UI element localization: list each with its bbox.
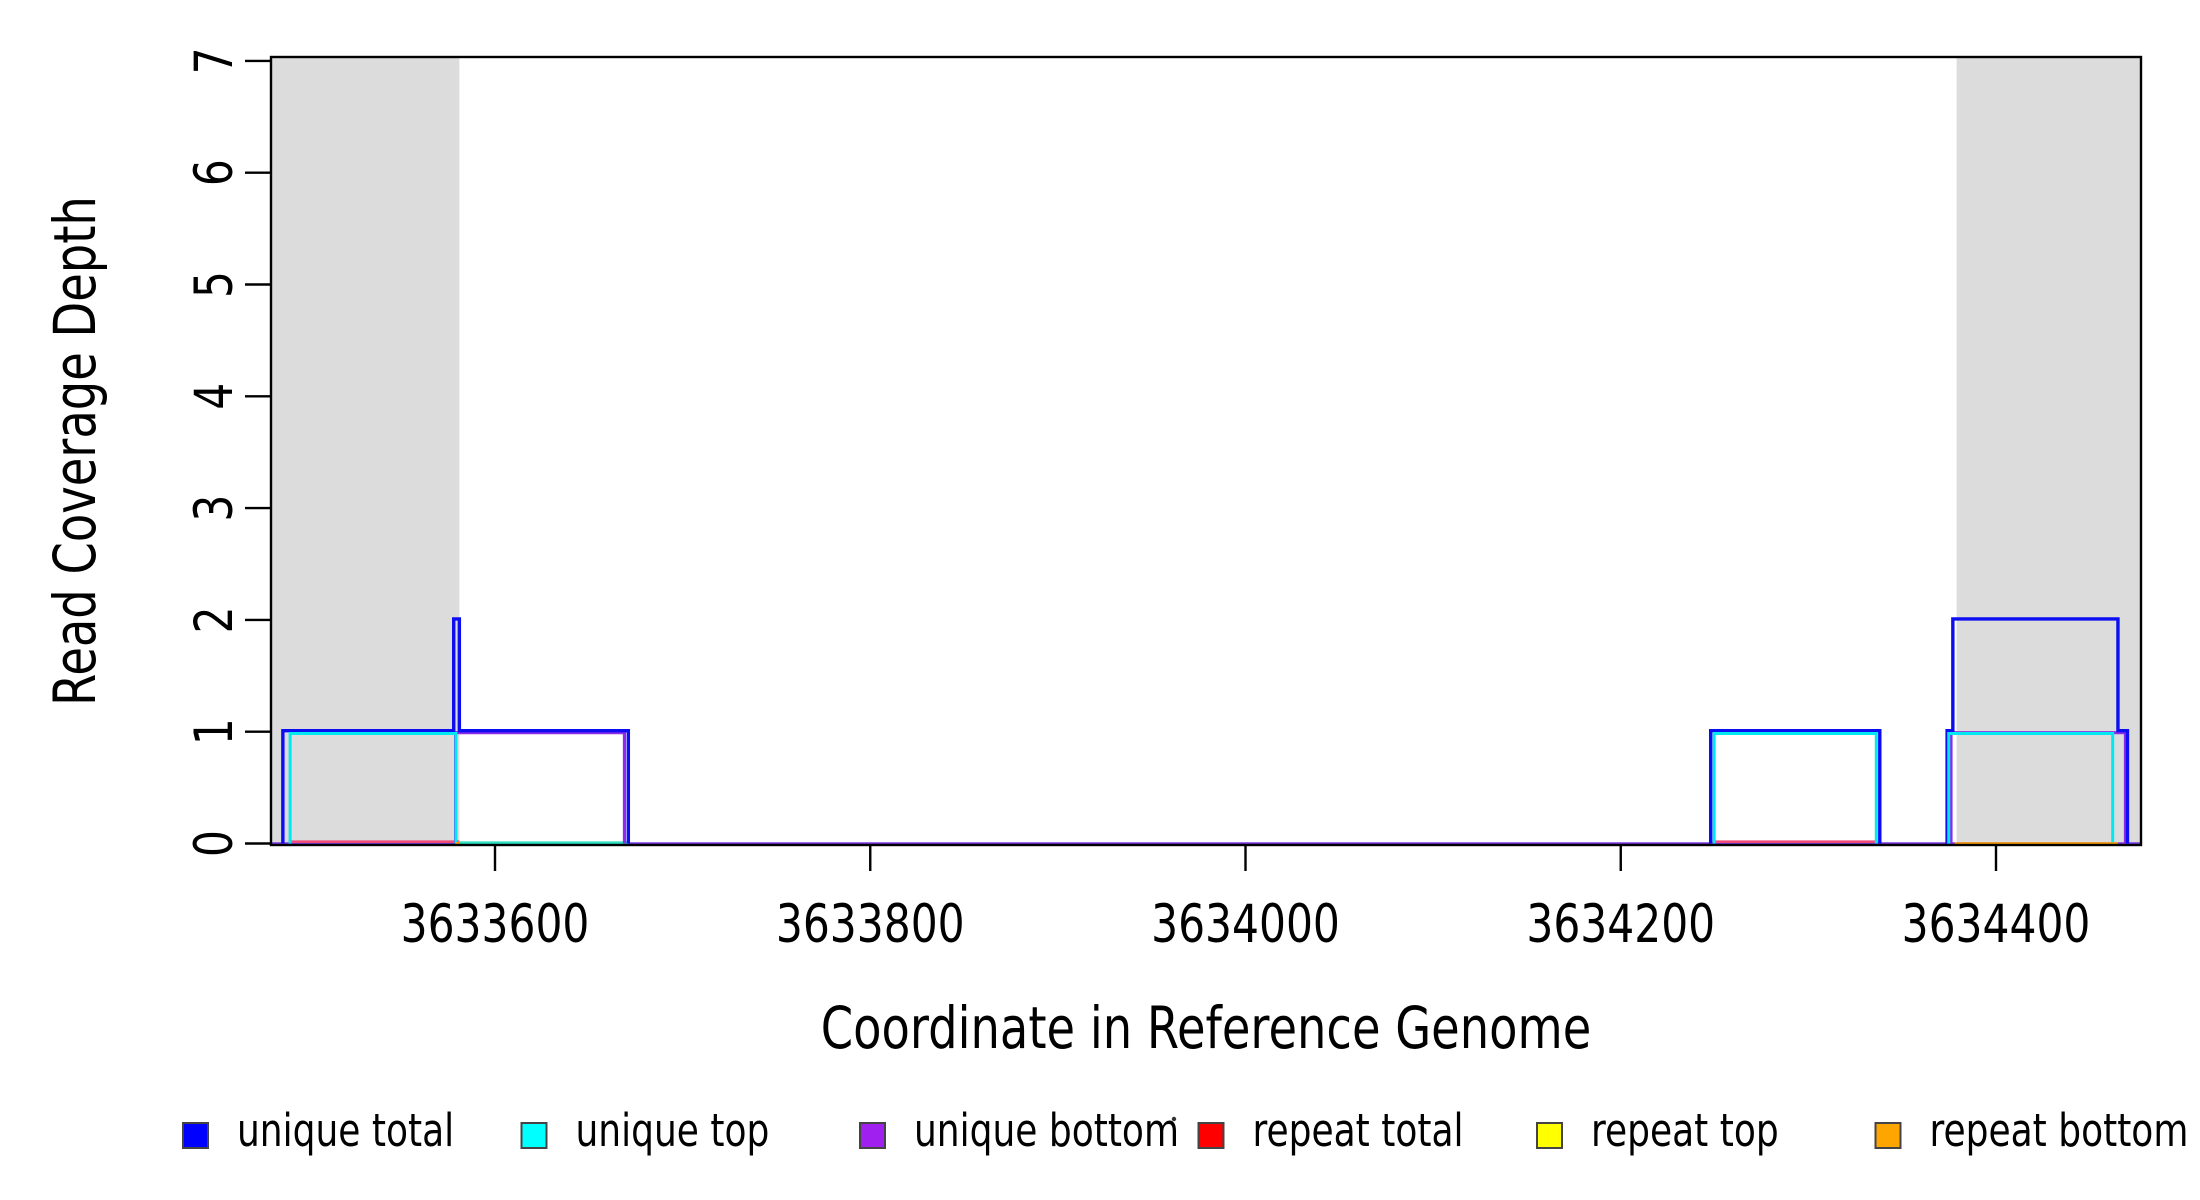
- plot-border: [269, 55, 2143, 847]
- series-unique-bottom-step-1: [453, 731, 627, 844]
- legend-label-unique-total: unique total: [237, 1104, 454, 1157]
- x-tick-label-0: 3633600: [401, 893, 590, 955]
- y-tick-label-4: 4: [183, 383, 245, 410]
- y-tick-label-5: 5: [183, 271, 245, 298]
- legend-label-repeat-top: repeat top: [1591, 1104, 1779, 1157]
- y-tick-label-3: 3: [183, 495, 245, 522]
- legend-swatch-unique-bottom: [859, 1122, 886, 1149]
- y-axis-title: Read Coverage Depth: [42, 196, 109, 706]
- y-tick-label-1: 1: [183, 718, 245, 745]
- x-tick-label-4: 3634400: [1902, 893, 2091, 955]
- legend-swatch-unique-total: [182, 1122, 209, 1149]
- x-tick-label-1: 3633800: [776, 893, 965, 955]
- y-tick-label-7: 7: [183, 47, 245, 74]
- series-unique-total-step-1: [281, 617, 631, 844]
- legend-swatch-repeat-bottom: [1874, 1122, 1902, 1149]
- x-tick-label-2: 3634000: [1151, 893, 1340, 955]
- x-tick-label-3: 3634200: [1526, 893, 1715, 955]
- series-unique-total-step-3: [1945, 617, 2130, 844]
- legend-swatch-repeat-total: [1197, 1122, 1225, 1149]
- legend-label-repeat-bottom: repeat bottom: [1930, 1104, 2189, 1157]
- y-tick-label-0: 0: [183, 830, 245, 857]
- legend-swatch-unique-top: [520, 1122, 548, 1149]
- series-unique-top-step-1: [288, 732, 458, 844]
- legend-label-repeat-total: repeat total: [1253, 1104, 1464, 1157]
- series-unique-top-step-2: [1712, 732, 1878, 844]
- shaded-region-2: [1956, 57, 2141, 845]
- legend-artifact-dot: [1171, 1116, 1177, 1122]
- legend-label-unique-bottom: unique bottom: [914, 1104, 1179, 1157]
- shaded-region-1: [271, 57, 460, 845]
- series-unique-total-step-2: [1708, 729, 1882, 844]
- y-tick-label-2: 2: [183, 606, 245, 633]
- y-tick-label-6: 6: [183, 159, 245, 186]
- legend-swatch-repeat-top: [1536, 1122, 1563, 1149]
- legend-label-unique-top: unique top: [576, 1104, 770, 1157]
- x-axis-title: Coordinate in Reference Genome: [821, 995, 1592, 1062]
- series-unique-top-step-3: [1947, 732, 2115, 844]
